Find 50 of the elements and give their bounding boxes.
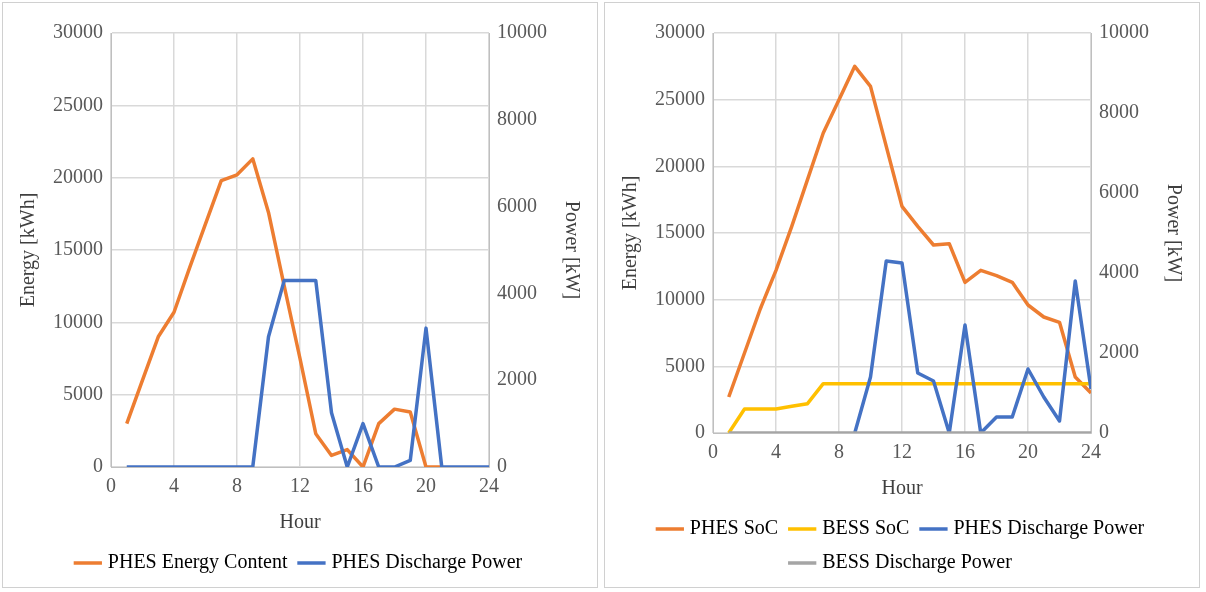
x-tick-label: 4 [771, 440, 781, 463]
y2-tick-label: 4000 [1099, 260, 1139, 283]
y-tick-label: 10000 [53, 309, 103, 332]
y-tick-label: 15000 [53, 237, 103, 260]
legend-label: BESS Discharge Power [822, 550, 1013, 574]
x-tick-label: 12 [290, 474, 310, 497]
x-tick-label: 20 [1018, 440, 1038, 463]
y2-tick-label: 6000 [497, 193, 537, 216]
x-tick-label: 8 [232, 474, 242, 497]
y2-axis-title: Power [kW] [561, 200, 584, 300]
y-axis-title: Energy [kWh] [16, 192, 40, 308]
y-tick-label: 5000 [665, 353, 705, 376]
y-tick-label: 25000 [53, 92, 103, 115]
x-tick-label: 4 [169, 474, 179, 497]
legend-label: PHES Discharge Power [953, 516, 1145, 540]
x-tick-label: 24 [479, 474, 499, 497]
legend-label: PHES SoC [689, 516, 779, 539]
legend-label: BESS SoC [822, 516, 910, 539]
x-tick-label: 12 [892, 440, 912, 463]
y2-tick-label: 0 [1099, 420, 1109, 443]
x-tick-label: 24 [1081, 440, 1101, 463]
y2-tick-label: 8000 [497, 107, 537, 130]
y-tick-label: 15000 [655, 220, 705, 243]
y2-axis-title: Power [kW] [1163, 183, 1186, 283]
legend-label: PHES Discharge Power [331, 550, 523, 574]
y-tick-label: 20000 [53, 164, 103, 187]
y-tick-label: 30000 [53, 20, 103, 43]
x-axis-title: Hour [881, 476, 923, 499]
y-tick-label: 20000 [655, 153, 705, 176]
y2-tick-label: 10000 [497, 20, 547, 43]
y2-tick-label: 10000 [1099, 20, 1149, 43]
y2-tick-label: 8000 [1099, 100, 1139, 123]
y2-tick-label: 0 [497, 454, 507, 477]
legend-label: PHES Energy Content [107, 550, 288, 574]
y2-tick-label: 4000 [497, 280, 537, 303]
y-tick-label: 10000 [655, 286, 705, 309]
y-tick-label: 0 [695, 420, 705, 443]
y-tick-label: 25000 [655, 86, 705, 109]
x-tick-label: 20 [416, 474, 436, 497]
x-tick-label: 8 [834, 440, 844, 463]
y2-tick-label: 6000 [1099, 180, 1139, 203]
y-axis-title: Energy [kWh] [618, 175, 642, 291]
x-tick-label: 16 [955, 440, 975, 463]
y-tick-label: 5000 [63, 381, 103, 404]
y-tick-label: 30000 [655, 20, 705, 43]
y-tick-label: 0 [93, 454, 103, 477]
x-axis-title: Hour [279, 510, 321, 533]
x-tick-label: 16 [353, 474, 373, 497]
y2-tick-label: 2000 [1099, 340, 1139, 363]
y2-tick-label: 2000 [497, 367, 537, 390]
